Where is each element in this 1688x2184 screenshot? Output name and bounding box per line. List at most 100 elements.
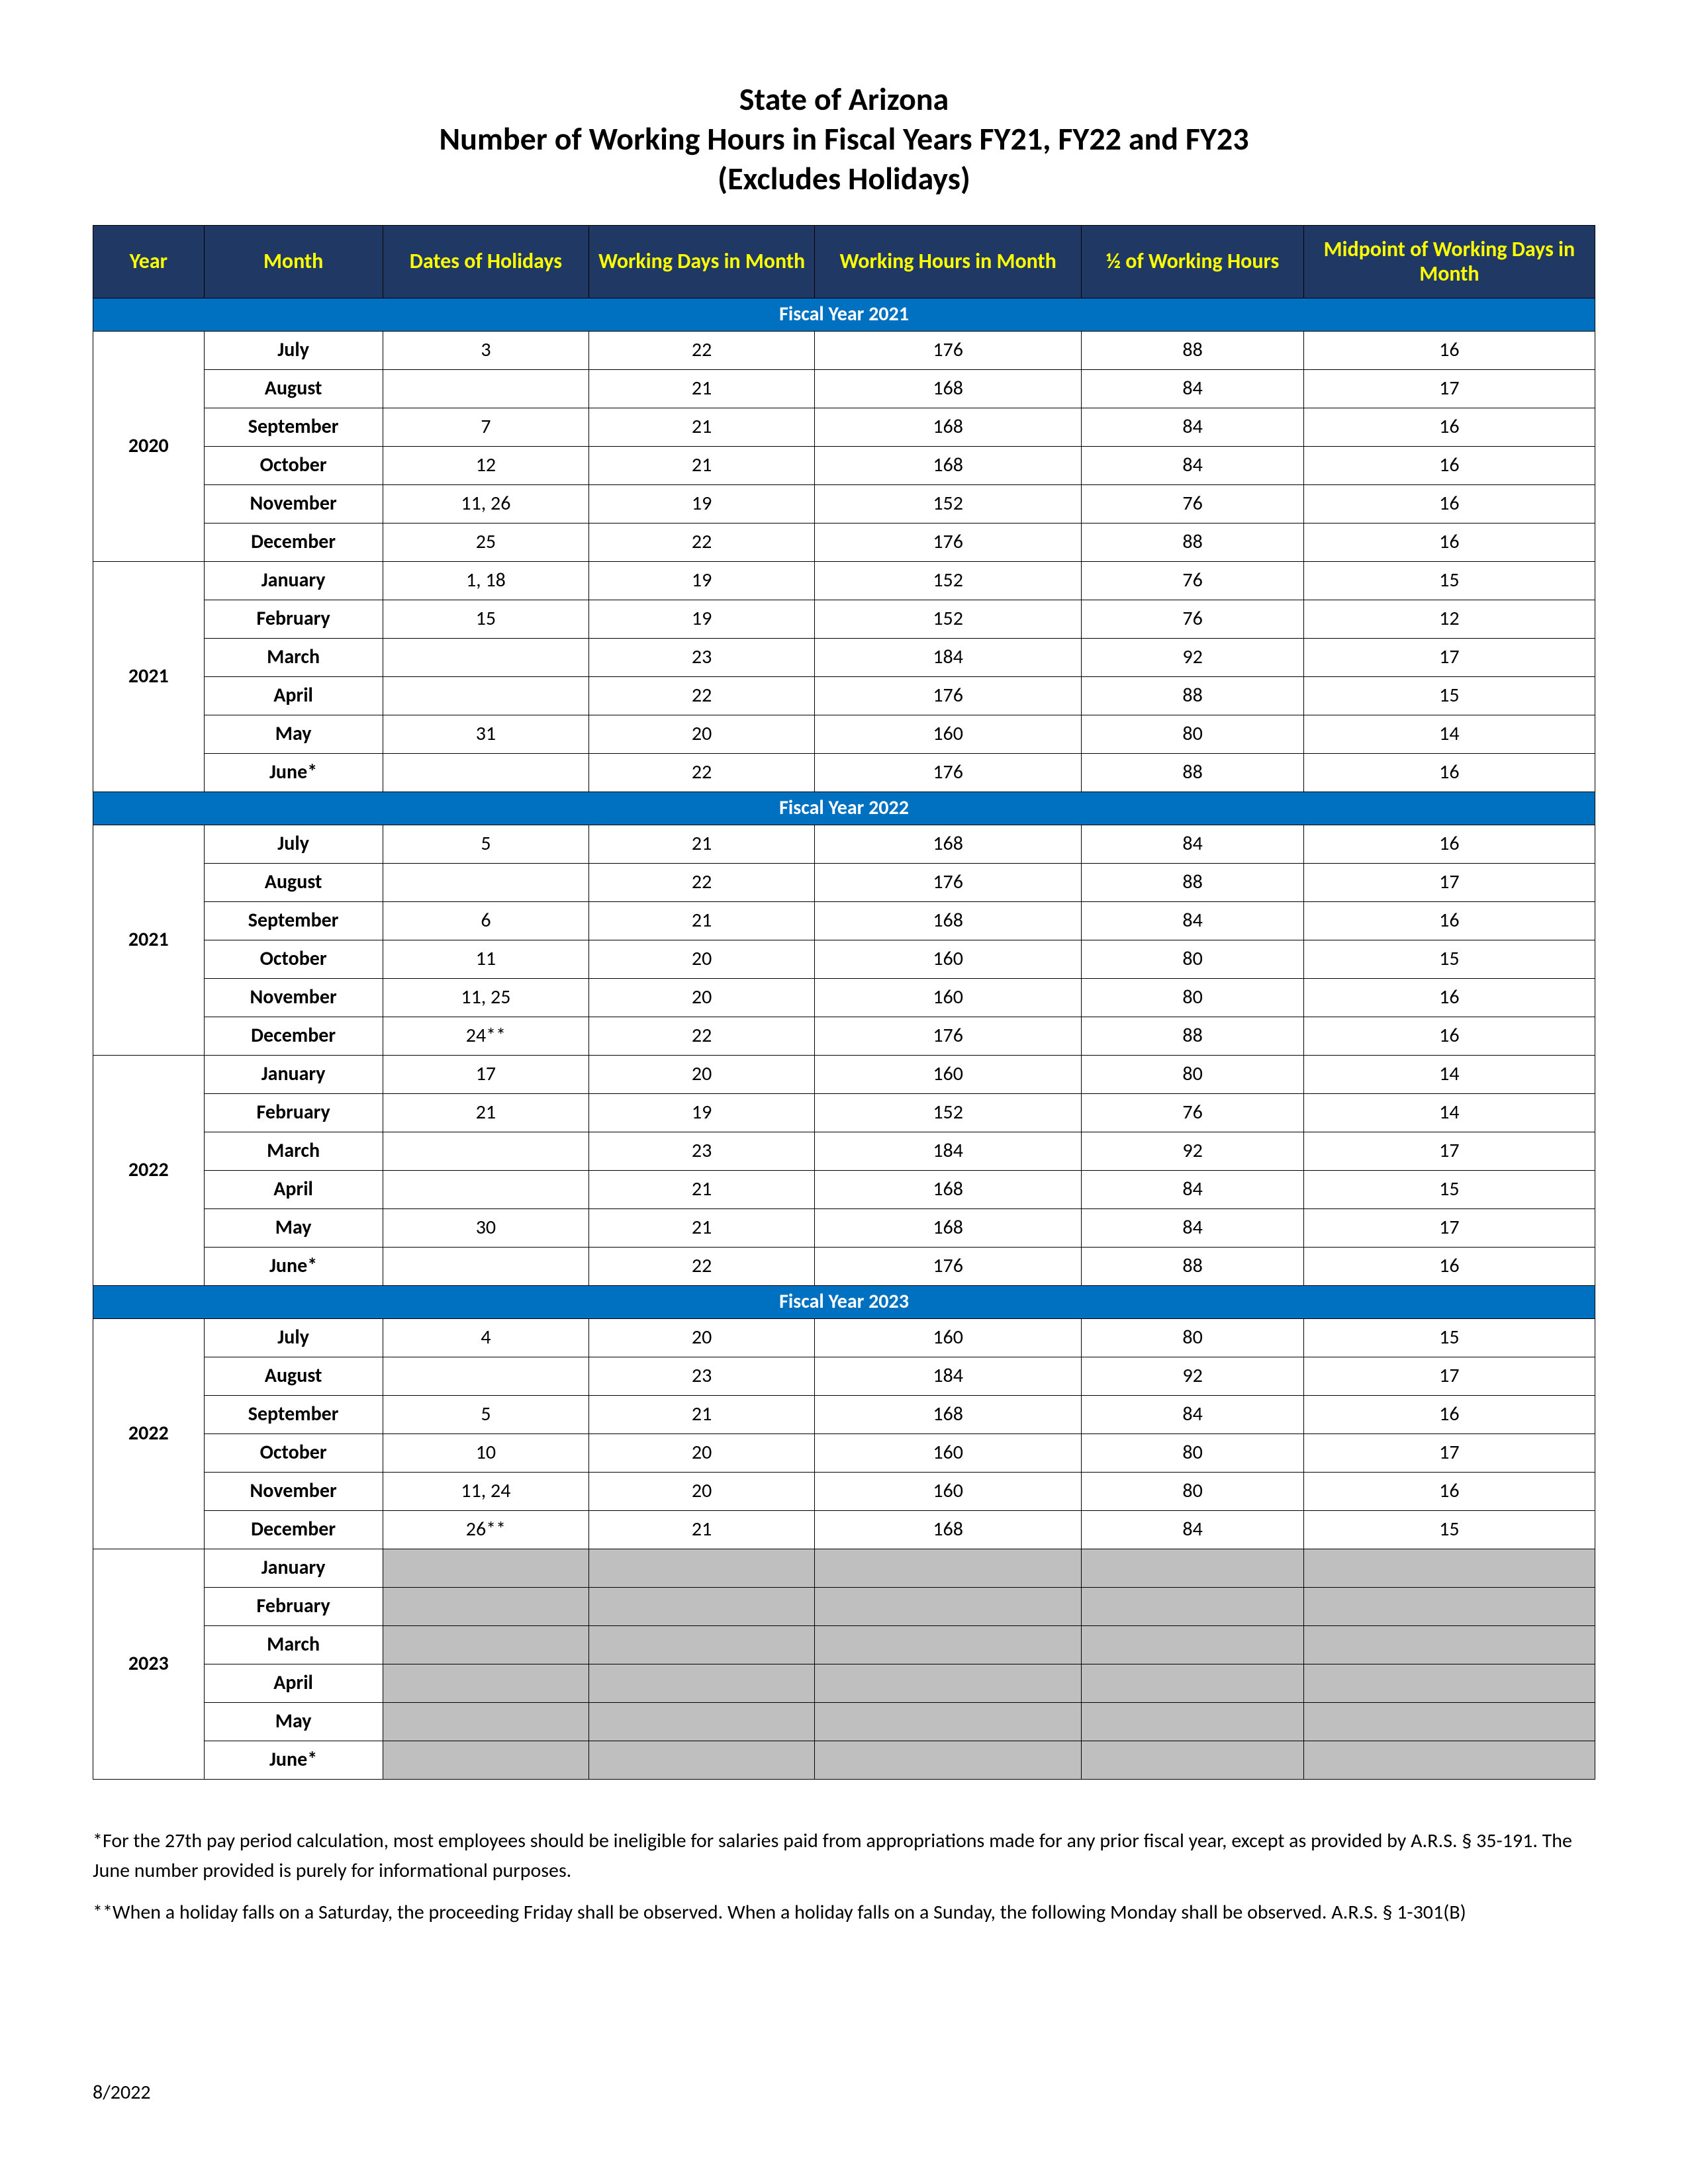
cell-half_hrs: 92 xyxy=(1082,639,1303,677)
cell-midpoint xyxy=(1303,1626,1595,1664)
cell-month: October xyxy=(204,940,383,979)
cell-midpoint xyxy=(1303,1588,1595,1626)
cell-work_days: 21 xyxy=(589,1396,815,1434)
cell-work_days xyxy=(589,1741,815,1780)
cell-holidays xyxy=(383,370,589,408)
table-body: Fiscal Year 20212020July3221768816August… xyxy=(93,298,1595,1780)
title-block: State of Arizona Number of Working Hours… xyxy=(93,79,1595,199)
table-row: December24**221768816 xyxy=(93,1017,1595,1056)
cell-work_days: 19 xyxy=(589,562,815,600)
cell-work_hrs: 160 xyxy=(814,1056,1081,1094)
year-cell: 2022 xyxy=(93,1056,205,1286)
table-row: June* xyxy=(93,1741,1595,1780)
fiscal-year-label: Fiscal Year 2023 xyxy=(93,1286,1595,1319)
cell-holidays: 5 xyxy=(383,1396,589,1434)
cell-month: January xyxy=(204,1549,383,1588)
cell-work_days: 22 xyxy=(589,1248,815,1286)
cell-work_days: 20 xyxy=(589,1056,815,1094)
cell-half_hrs: 84 xyxy=(1082,1171,1303,1209)
table-row: 2022January17201608014 xyxy=(93,1056,1595,1094)
cell-work_hrs xyxy=(814,1626,1081,1664)
cell-holidays: 31 xyxy=(383,715,589,754)
cell-half_hrs: 88 xyxy=(1082,754,1303,792)
cell-work_days: 22 xyxy=(589,754,815,792)
table-row: 2021January1, 18191527615 xyxy=(93,562,1595,600)
table-row: 2020July3221768816 xyxy=(93,332,1595,370)
cell-work_days: 21 xyxy=(589,447,815,485)
cell-holidays: 4 xyxy=(383,1319,589,1357)
cell-half_hrs: 84 xyxy=(1082,1396,1303,1434)
cell-work_days: 20 xyxy=(589,1473,815,1511)
cell-work_hrs xyxy=(814,1741,1081,1780)
cell-midpoint: 12 xyxy=(1303,600,1595,639)
table-row: April xyxy=(93,1664,1595,1703)
cell-half_hrs: 84 xyxy=(1082,902,1303,940)
cell-holidays: 25 xyxy=(383,523,589,562)
table-row: March231849217 xyxy=(93,1132,1595,1171)
cell-half_hrs: 92 xyxy=(1082,1357,1303,1396)
cell-midpoint: 16 xyxy=(1303,902,1595,940)
year-cell: 2023 xyxy=(93,1549,205,1780)
cell-work_hrs: 176 xyxy=(814,1017,1081,1056)
cell-holidays xyxy=(383,864,589,902)
cell-month: November xyxy=(204,979,383,1017)
table-row: December26**211688415 xyxy=(93,1511,1595,1549)
cell-work_hrs: 176 xyxy=(814,677,1081,715)
table-row: September5211688416 xyxy=(93,1396,1595,1434)
cell-midpoint: 17 xyxy=(1303,1132,1595,1171)
cell-midpoint: 17 xyxy=(1303,1209,1595,1248)
cell-half_hrs: 80 xyxy=(1082,1434,1303,1473)
table-row: 2021July5211688416 xyxy=(93,825,1595,864)
cell-work_days: 21 xyxy=(589,1171,815,1209)
col-header-work_hrs: Working Hours in Month xyxy=(814,226,1081,298)
table-row: 2023January xyxy=(93,1549,1595,1588)
cell-holidays: 5 xyxy=(383,825,589,864)
cell-holidays xyxy=(383,1132,589,1171)
cell-midpoint: 16 xyxy=(1303,979,1595,1017)
cell-work_hrs: 176 xyxy=(814,864,1081,902)
cell-holidays: 24** xyxy=(383,1017,589,1056)
cell-midpoint: 15 xyxy=(1303,1319,1595,1357)
cell-work_days xyxy=(589,1664,815,1703)
cell-holidays xyxy=(383,754,589,792)
cell-half_hrs: 76 xyxy=(1082,1094,1303,1132)
cell-work_hrs: 168 xyxy=(814,1171,1081,1209)
cell-work_days: 23 xyxy=(589,639,815,677)
cell-half_hrs: 84 xyxy=(1082,1511,1303,1549)
cell-month: October xyxy=(204,447,383,485)
fiscal-year-header: Fiscal Year 2022 xyxy=(93,792,1595,825)
cell-midpoint: 16 xyxy=(1303,1473,1595,1511)
table-row: May xyxy=(93,1703,1595,1741)
cell-work_days: 20 xyxy=(589,715,815,754)
cell-month: December xyxy=(204,1017,383,1056)
cell-month: May xyxy=(204,1209,383,1248)
cell-half_hrs xyxy=(1082,1741,1303,1780)
table-header-row: YearMonthDates of HolidaysWorking Days i… xyxy=(93,226,1595,298)
cell-month: December xyxy=(204,523,383,562)
cell-half_hrs: 84 xyxy=(1082,370,1303,408)
year-cell: 2022 xyxy=(93,1319,205,1549)
cell-holidays xyxy=(383,1703,589,1741)
cell-half_hrs: 80 xyxy=(1082,940,1303,979)
table-row: May31201608014 xyxy=(93,715,1595,754)
cell-midpoint: 16 xyxy=(1303,1017,1595,1056)
footnote: **When a holiday falls on a Saturday, th… xyxy=(93,1897,1595,1927)
cell-month: July xyxy=(204,332,383,370)
title-line-2: Number of Working Hours in Fiscal Years … xyxy=(93,119,1595,159)
cell-work_days: 22 xyxy=(589,332,815,370)
cell-month: March xyxy=(204,639,383,677)
table-row: September7211688416 xyxy=(93,408,1595,447)
cell-work_days: 19 xyxy=(589,600,815,639)
cell-holidays xyxy=(383,1248,589,1286)
cell-holidays: 30 xyxy=(383,1209,589,1248)
table-row: March xyxy=(93,1626,1595,1664)
cell-month: April xyxy=(204,1664,383,1703)
year-cell: 2021 xyxy=(93,825,205,1056)
cell-half_hrs: 88 xyxy=(1082,332,1303,370)
cell-work_days: 22 xyxy=(589,1017,815,1056)
table-row: August231849217 xyxy=(93,1357,1595,1396)
cell-work_days: 23 xyxy=(589,1132,815,1171)
cell-holidays xyxy=(383,1664,589,1703)
cell-midpoint: 17 xyxy=(1303,370,1595,408)
cell-work_hrs: 160 xyxy=(814,1434,1081,1473)
